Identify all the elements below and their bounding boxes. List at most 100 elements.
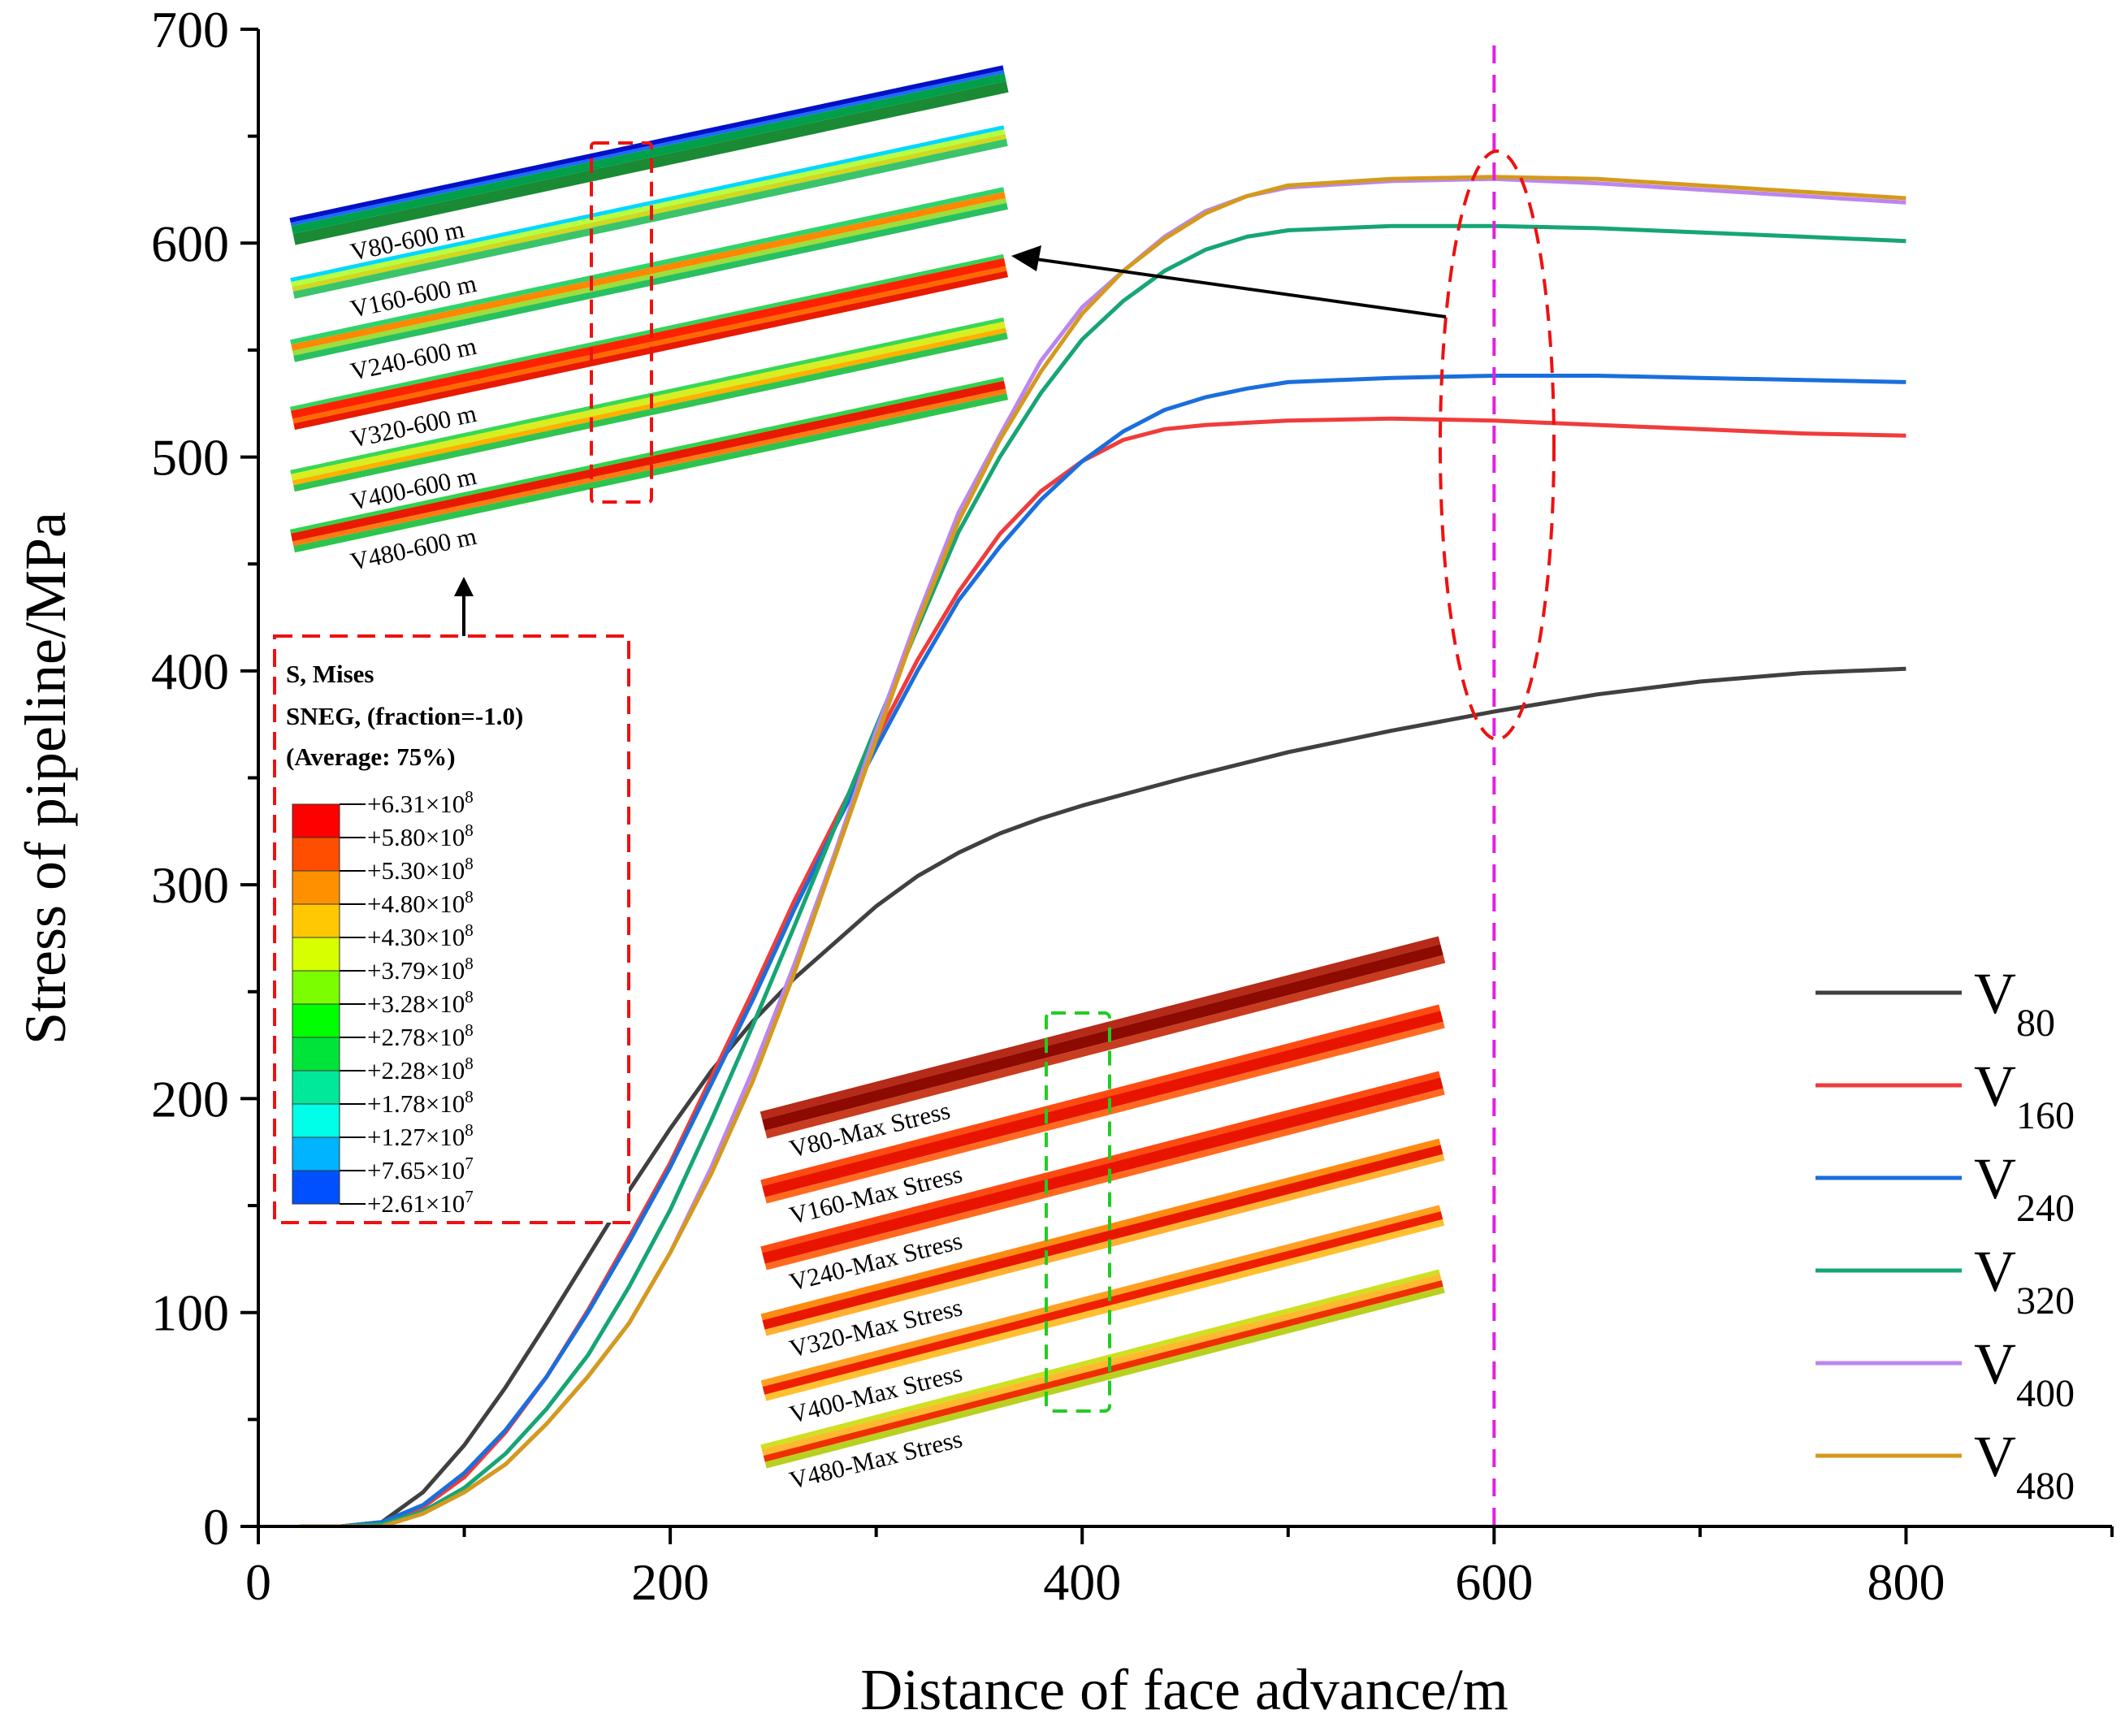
contour-title-3: (Average: 75%) (286, 742, 456, 771)
contour-value: +6.31×108 (367, 787, 474, 818)
contour-value: +5.30×108 (367, 854, 474, 885)
pipe-band (290, 70, 1005, 227)
pipe-band (762, 1077, 1443, 1264)
contour-swatch (292, 1003, 340, 1038)
y-tick-label: 0 (203, 1498, 229, 1556)
x-tick-label: 200 (631, 1553, 709, 1611)
y-tick-label: 200 (151, 1070, 229, 1128)
pipe-band (291, 192, 1006, 351)
pipe-band (290, 187, 1005, 345)
inset-bottom-pipe-2 (760, 1071, 1445, 1271)
legend-label-v480: V480 (1974, 1424, 2075, 1508)
arrow-to-top-inset (454, 577, 474, 642)
pipe-band (761, 1274, 1442, 1457)
contour-legend: S, Mises SNEG, (fraction=-1.0) (Average:… (273, 634, 630, 1224)
pipe-band (291, 258, 1006, 419)
contour-value: +1.78×108 (367, 1087, 474, 1118)
pipe-band (764, 1154, 1445, 1336)
contour-swatch (292, 1070, 340, 1105)
pipe-band (762, 1011, 1443, 1197)
x-tick-label: 800 (1867, 1553, 1945, 1611)
series-layer (299, 175, 1906, 1526)
pipe-band (763, 1280, 1443, 1462)
legend-label-v320: V320 (1974, 1239, 2075, 1323)
pipe-band (764, 1286, 1445, 1469)
pipe-band (764, 1219, 1445, 1401)
y-tick-label: 700 (151, 1, 229, 58)
x-tick-label: 600 (1455, 1553, 1533, 1611)
contour-swatch (292, 1103, 340, 1138)
y-tick-label: 100 (151, 1284, 229, 1342)
pipe-band (292, 327, 1007, 486)
x-ticks: 0 200 400 600 800 (245, 1526, 2114, 1611)
pipe-band (760, 1269, 1440, 1450)
pipe-band (762, 944, 1443, 1131)
contour-value: +7.65×107 (367, 1154, 474, 1184)
pipe-band (291, 129, 1006, 288)
pipe-band (764, 1088, 1445, 1271)
pipe-band (292, 197, 1007, 356)
pipe-band (291, 321, 1006, 481)
contour-swatch (292, 1136, 340, 1171)
bottom-inset-highlight-box (1045, 1011, 1111, 1413)
legend-label-v400: V400 (1974, 1331, 2075, 1415)
pipe-band (762, 1211, 1443, 1395)
contour-title-1: S, Mises (286, 660, 374, 688)
contour-swatch (292, 1037, 340, 1071)
pipe-band (291, 73, 1006, 234)
series-line-v80 (299, 666, 1906, 1526)
contour-value: +3.79×108 (367, 954, 474, 985)
contour-swatch (292, 903, 340, 938)
y-tick-label: 600 (151, 214, 229, 272)
pipe-band (764, 1021, 1445, 1204)
pipe-band (290, 125, 1005, 283)
inset-bottom-pipe-4 (760, 1205, 1445, 1401)
inset-top-pipe-4 (290, 317, 1008, 492)
y-tick-label: 300 (151, 856, 229, 914)
contour-swatch (292, 1170, 340, 1205)
pipe-band (292, 266, 1007, 424)
inset-bottom-pipe-5 (760, 1269, 1445, 1469)
pipe-band (760, 1138, 1441, 1321)
legend-label-v160: V160 (1974, 1054, 2075, 1137)
contour-value: +4.30×108 (367, 920, 474, 951)
contour-value: +2.61×107 (367, 1187, 474, 1218)
pipe-band (764, 955, 1446, 1139)
y-tick-label: 400 (151, 643, 229, 700)
pipe-band (760, 936, 1441, 1120)
pipe-band (762, 1145, 1443, 1330)
contour-title-2: SNEG, (fraction=-1.0) (286, 702, 523, 730)
contour-swatch (292, 837, 340, 872)
contour-value: +5.80×108 (367, 820, 474, 851)
contour-value: +2.28×108 (367, 1054, 474, 1084)
y-axis-label: Stress of pipeline/MPa (13, 512, 78, 1045)
x-tick-label: 400 (1043, 1553, 1121, 1611)
contour-value: +3.28×108 (367, 987, 474, 1018)
contour-swatch (292, 870, 340, 905)
pipe-band (760, 1071, 1441, 1253)
inset-bottom-pipe-3 (760, 1138, 1445, 1336)
pipe-band (292, 388, 1007, 547)
axes: 0 200 400 600 800 0 100 200 300 400 500 600 700 Dis… (13, 1, 2114, 1722)
contour-entries: +6.31×108+5.80×108+5.30×108+4.80×108+4.3… (292, 787, 474, 1218)
contour-swatch (292, 970, 340, 1005)
x-tick-label: 0 (245, 1553, 271, 1611)
x-axis-label: Distance of face advance/m (860, 1657, 1508, 1722)
pipe-band (289, 253, 1005, 411)
contour-value: +4.80×108 (367, 887, 474, 918)
series-line-v480 (299, 175, 1906, 1526)
top-inset-highlight-box (590, 141, 653, 504)
contour-value: +1.27×108 (367, 1120, 474, 1151)
arrow-to-inset (1011, 245, 1447, 318)
inset-bottom-pipe-0 (760, 936, 1446, 1139)
legend-label-v80: V80 (1974, 961, 2055, 1045)
series-line-v240 (299, 374, 1906, 1526)
pipe-band (760, 1205, 1441, 1388)
contour-value: +2.78×108 (367, 1020, 474, 1051)
highlight-ellipse (1439, 149, 1556, 741)
y-tick-label: 500 (151, 429, 229, 487)
pipe-band (291, 380, 1006, 542)
pipe-band (292, 134, 1006, 292)
